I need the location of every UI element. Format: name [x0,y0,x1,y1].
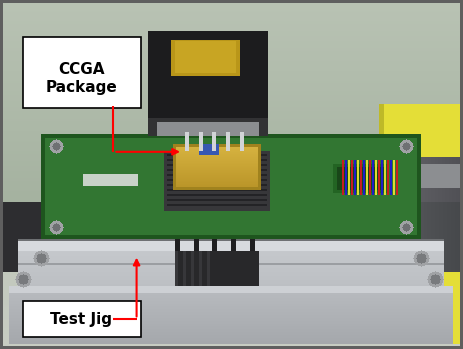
FancyBboxPatch shape [23,37,141,108]
Text: Test Jig: Test Jig [50,312,112,327]
FancyBboxPatch shape [23,301,141,337]
Text: CCGA
Package: CCGA Package [45,62,117,95]
